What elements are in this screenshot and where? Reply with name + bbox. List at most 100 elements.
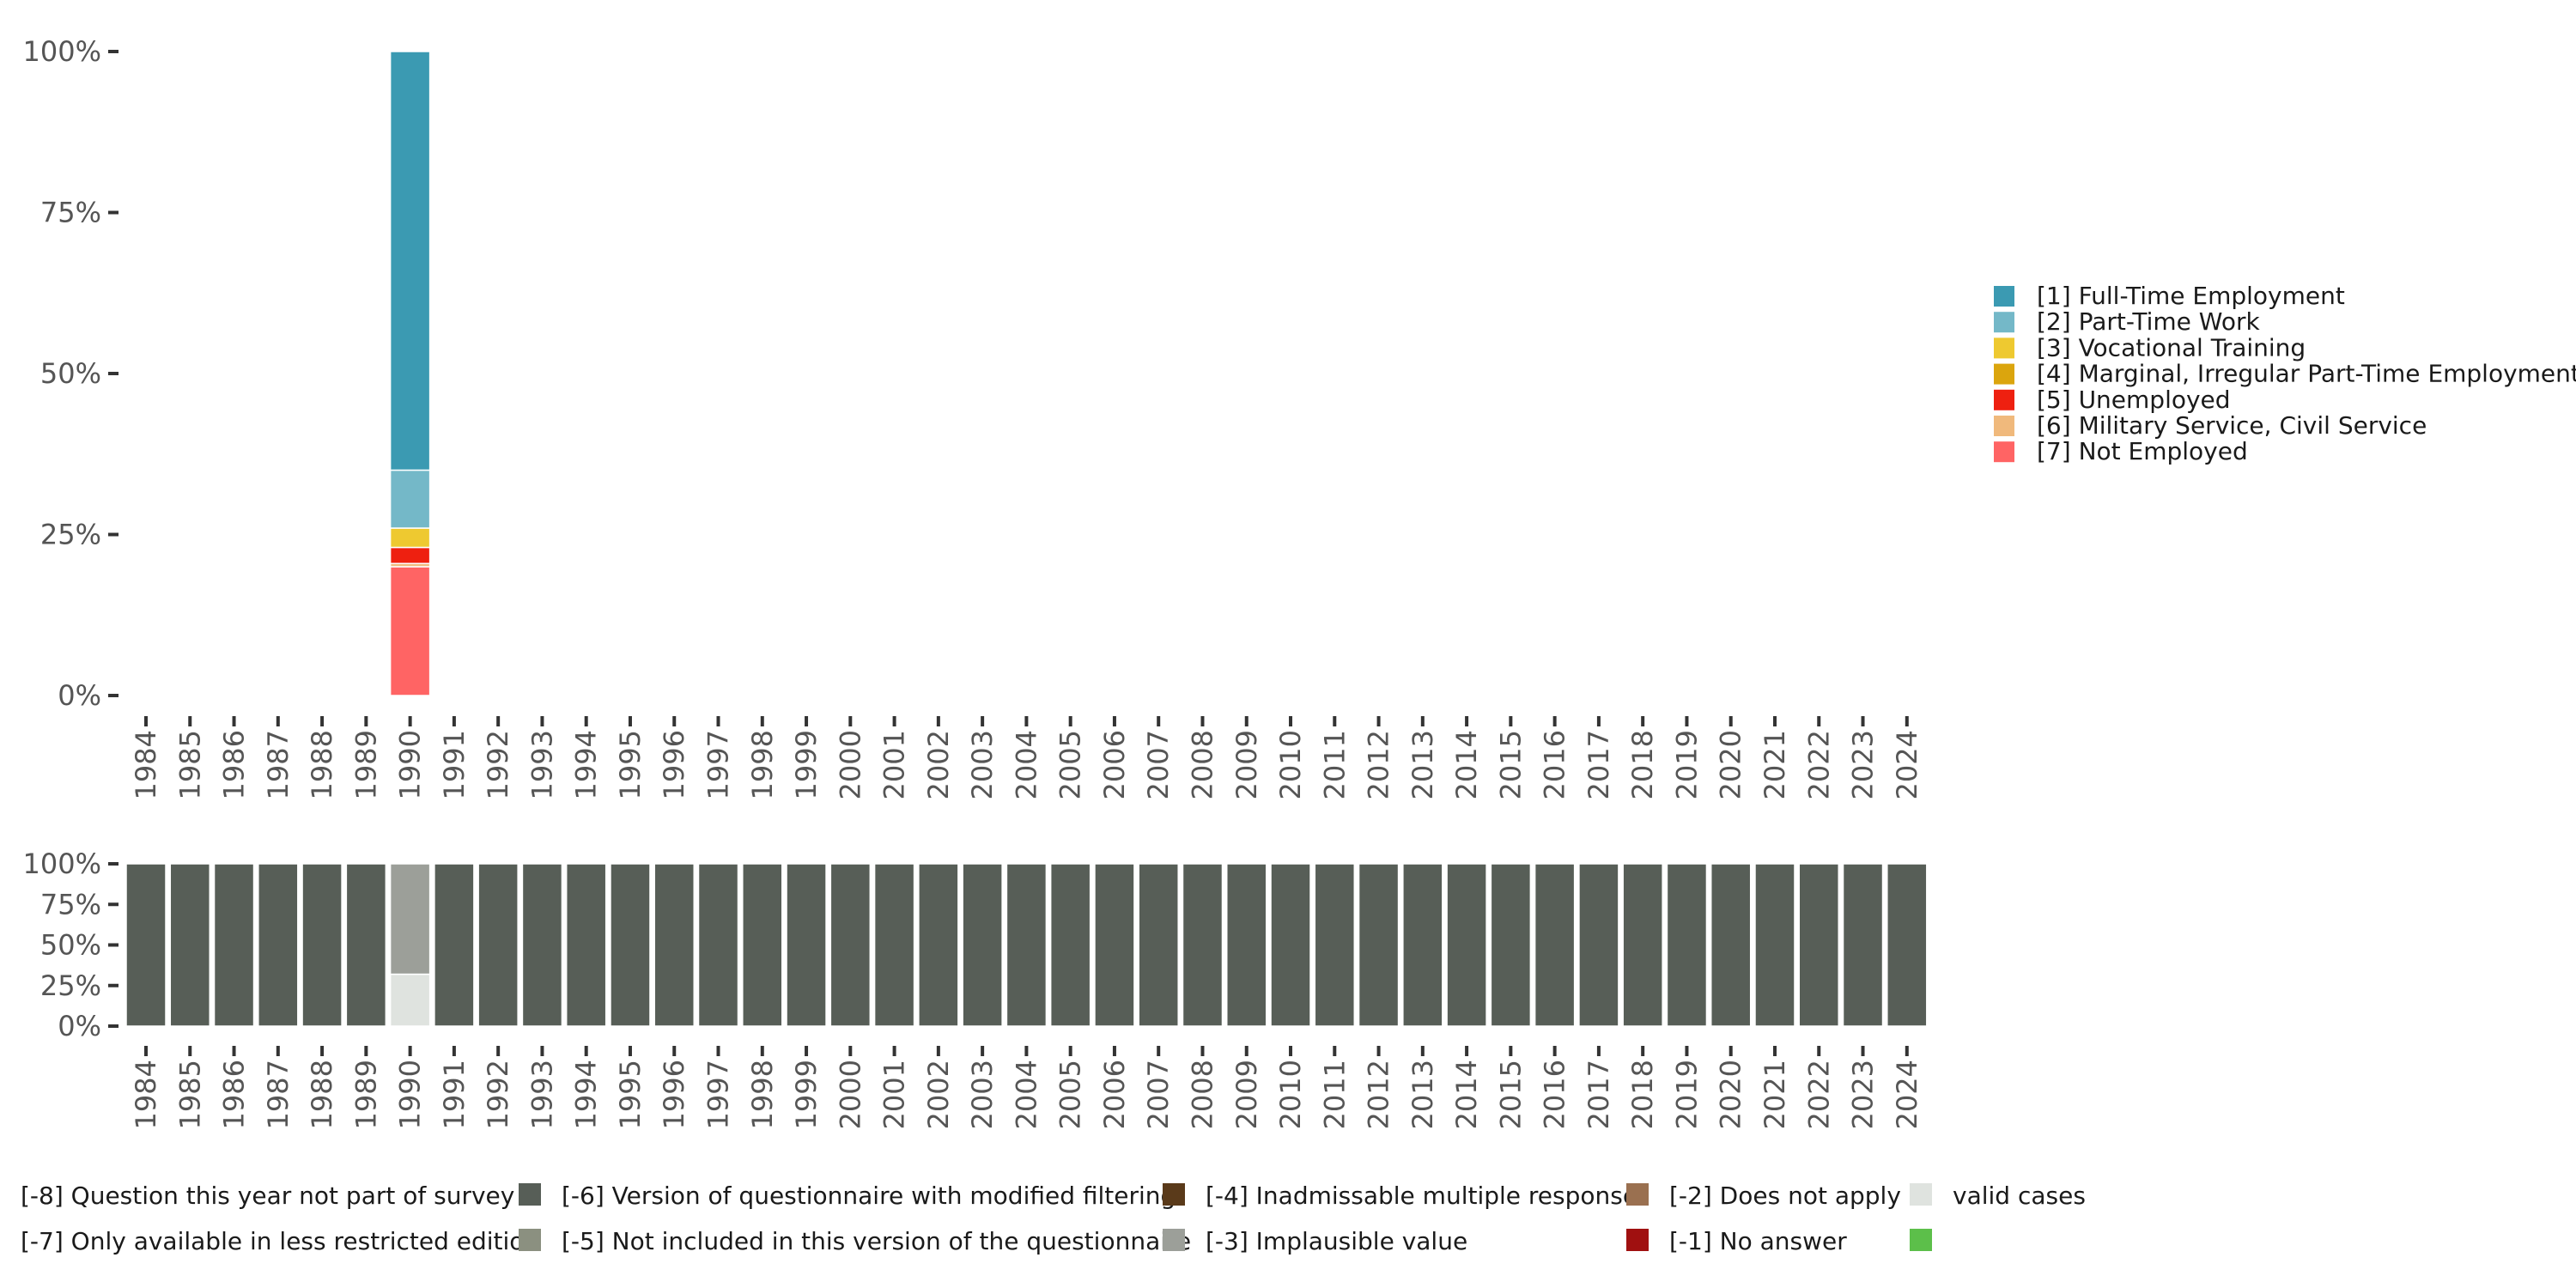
x-tick-label: 2005 <box>1054 730 1087 799</box>
x-tick-label: 2015 <box>1494 730 1527 799</box>
legend-label: [-3] Implausible value <box>1206 1227 1467 1255</box>
legend-swatch <box>1910 1183 1932 1206</box>
x-tick-label: 2000 <box>834 1060 866 1129</box>
legend-swatch <box>1994 312 2014 333</box>
bar-segment <box>389 527 431 549</box>
x-tick-label: 2019 <box>1670 1060 1703 1129</box>
x-tick-label: 2022 <box>1802 1060 1835 1129</box>
legend-label: [6] Military Service, Civil Service <box>2037 411 2427 440</box>
y-tick-label: 25% <box>40 969 101 1002</box>
bar-segment <box>1798 863 1840 1027</box>
x-tick-label: 1985 <box>173 1060 206 1129</box>
y-tick-label: 50% <box>40 929 101 962</box>
x-tick-label: 1997 <box>702 730 735 799</box>
bar-segment <box>301 863 343 1027</box>
y-tick-label: 100% <box>23 35 101 68</box>
bar-segment <box>873 863 915 1027</box>
x-tick-label: 2020 <box>1715 730 1747 799</box>
x-tick-label: 1984 <box>130 730 162 799</box>
bar-segment <box>610 863 651 1027</box>
bar-segment <box>1358 863 1400 1027</box>
x-tick-label: 2007 <box>1142 730 1175 799</box>
legend-label: [-7] Only available in less restricted e… <box>21 1227 539 1255</box>
top-legend: [1] Full-Time Employment[2] Part-Time Wo… <box>1994 282 2576 465</box>
x-tick-label: 2008 <box>1186 730 1218 799</box>
x-tick-label: 2023 <box>1847 1060 1880 1129</box>
x-tick-label: 2014 <box>1450 730 1483 799</box>
x-tick-label: 1984 <box>130 1060 162 1129</box>
bar-segment <box>1842 863 1884 1027</box>
bar-segment <box>565 863 607 1027</box>
x-tick-label: 1994 <box>570 730 603 799</box>
x-tick-label: 2005 <box>1054 1060 1087 1129</box>
x-tick-label: 1985 <box>173 730 206 799</box>
legend-label: [2] Part-Time Work <box>2037 307 2260 336</box>
bar-segment <box>213 863 255 1027</box>
legend-swatch <box>519 1229 541 1251</box>
bar-segment <box>1622 863 1663 1027</box>
bar-segment <box>389 469 431 529</box>
x-tick-label: 1987 <box>262 1060 295 1129</box>
x-tick-label: 2002 <box>922 730 955 799</box>
bar-segment <box>1049 863 1091 1027</box>
legend-swatch <box>1994 441 2014 463</box>
bar-segment <box>389 566 431 696</box>
x-tick-label: 2010 <box>1274 1060 1307 1129</box>
legend-swatch <box>1994 389 2014 410</box>
y-tick-label: 75% <box>40 888 101 920</box>
bar-segment <box>389 51 431 471</box>
x-tick-label: 2015 <box>1494 1060 1527 1129</box>
x-tick-label: 2001 <box>878 1060 911 1129</box>
bar-segment <box>125 863 167 1027</box>
bar-segment <box>345 863 387 1027</box>
x-tick-label: 1997 <box>702 1060 735 1129</box>
x-tick-label: 1992 <box>482 1060 514 1129</box>
x-tick-label: 1988 <box>306 730 338 799</box>
x-tick-label: 2023 <box>1847 730 1880 799</box>
legend-label: valid cases <box>1953 1182 2086 1210</box>
bar-segment <box>918 863 959 1027</box>
x-tick-label: 2009 <box>1230 730 1263 799</box>
bar-segment <box>1005 863 1048 1027</box>
x-tick-label: 1989 <box>349 1060 382 1129</box>
x-tick-label: 2001 <box>878 730 911 799</box>
x-tick-label: 2013 <box>1406 730 1439 799</box>
x-tick-label: 1986 <box>218 730 251 799</box>
legend-swatch <box>519 1183 541 1206</box>
x-tick-label: 1993 <box>526 730 558 799</box>
y-tick-label: 100% <box>23 848 101 880</box>
x-tick-label: 2024 <box>1891 1060 1923 1129</box>
bar-segment <box>1138 863 1179 1027</box>
x-tick-label: 1993 <box>526 1060 558 1129</box>
x-tick-label: 2017 <box>1583 1060 1615 1129</box>
bottom-chart: 0% 25% 50% 75% 100% 1984 1985 1986 1987 1988 1989 1… <box>23 848 1928 1129</box>
x-tick-label: 2016 <box>1539 1060 1571 1129</box>
bar-segment <box>1666 863 1708 1027</box>
bar-segment <box>1314 863 1356 1027</box>
legend-label: [4] Marginal, Irregular Part-Time Employ… <box>2037 360 2576 388</box>
x-tick-label: 2003 <box>966 730 999 799</box>
bar-segment <box>1710 863 1752 1027</box>
x-tick-label: 2021 <box>1759 730 1791 799</box>
x-tick-label: 2004 <box>1010 730 1042 799</box>
x-tick-label: 2024 <box>1891 730 1923 799</box>
x-tick-label: 2002 <box>922 1060 955 1129</box>
x-tick-label: 1994 <box>570 1060 603 1129</box>
x-tick-label: 2019 <box>1670 730 1703 799</box>
bar-segment <box>829 863 872 1027</box>
x-tick-label: 2018 <box>1626 1060 1659 1129</box>
x-tick-label: 1996 <box>658 1060 690 1129</box>
legend-swatch <box>1994 416 2014 436</box>
legend-label: [-5] Not included in this version of the… <box>562 1227 1191 1255</box>
bar-segment <box>697 863 739 1027</box>
bar-segment <box>1754 863 1795 1027</box>
legend-label: [-4] Inadmissable multiple response <box>1206 1182 1637 1210</box>
bar-segment <box>1402 863 1443 1027</box>
legend-label: [-1] No answer <box>1669 1227 1847 1255</box>
legend-label: [7] Not Employed <box>2037 437 2248 465</box>
bar-segment <box>1534 863 1576 1027</box>
y-tick-label: 0% <box>58 1010 101 1042</box>
x-tick-label: 2017 <box>1583 730 1615 799</box>
y-tick-label: 0% <box>58 679 101 712</box>
x-tick-label: 1987 <box>262 730 295 799</box>
